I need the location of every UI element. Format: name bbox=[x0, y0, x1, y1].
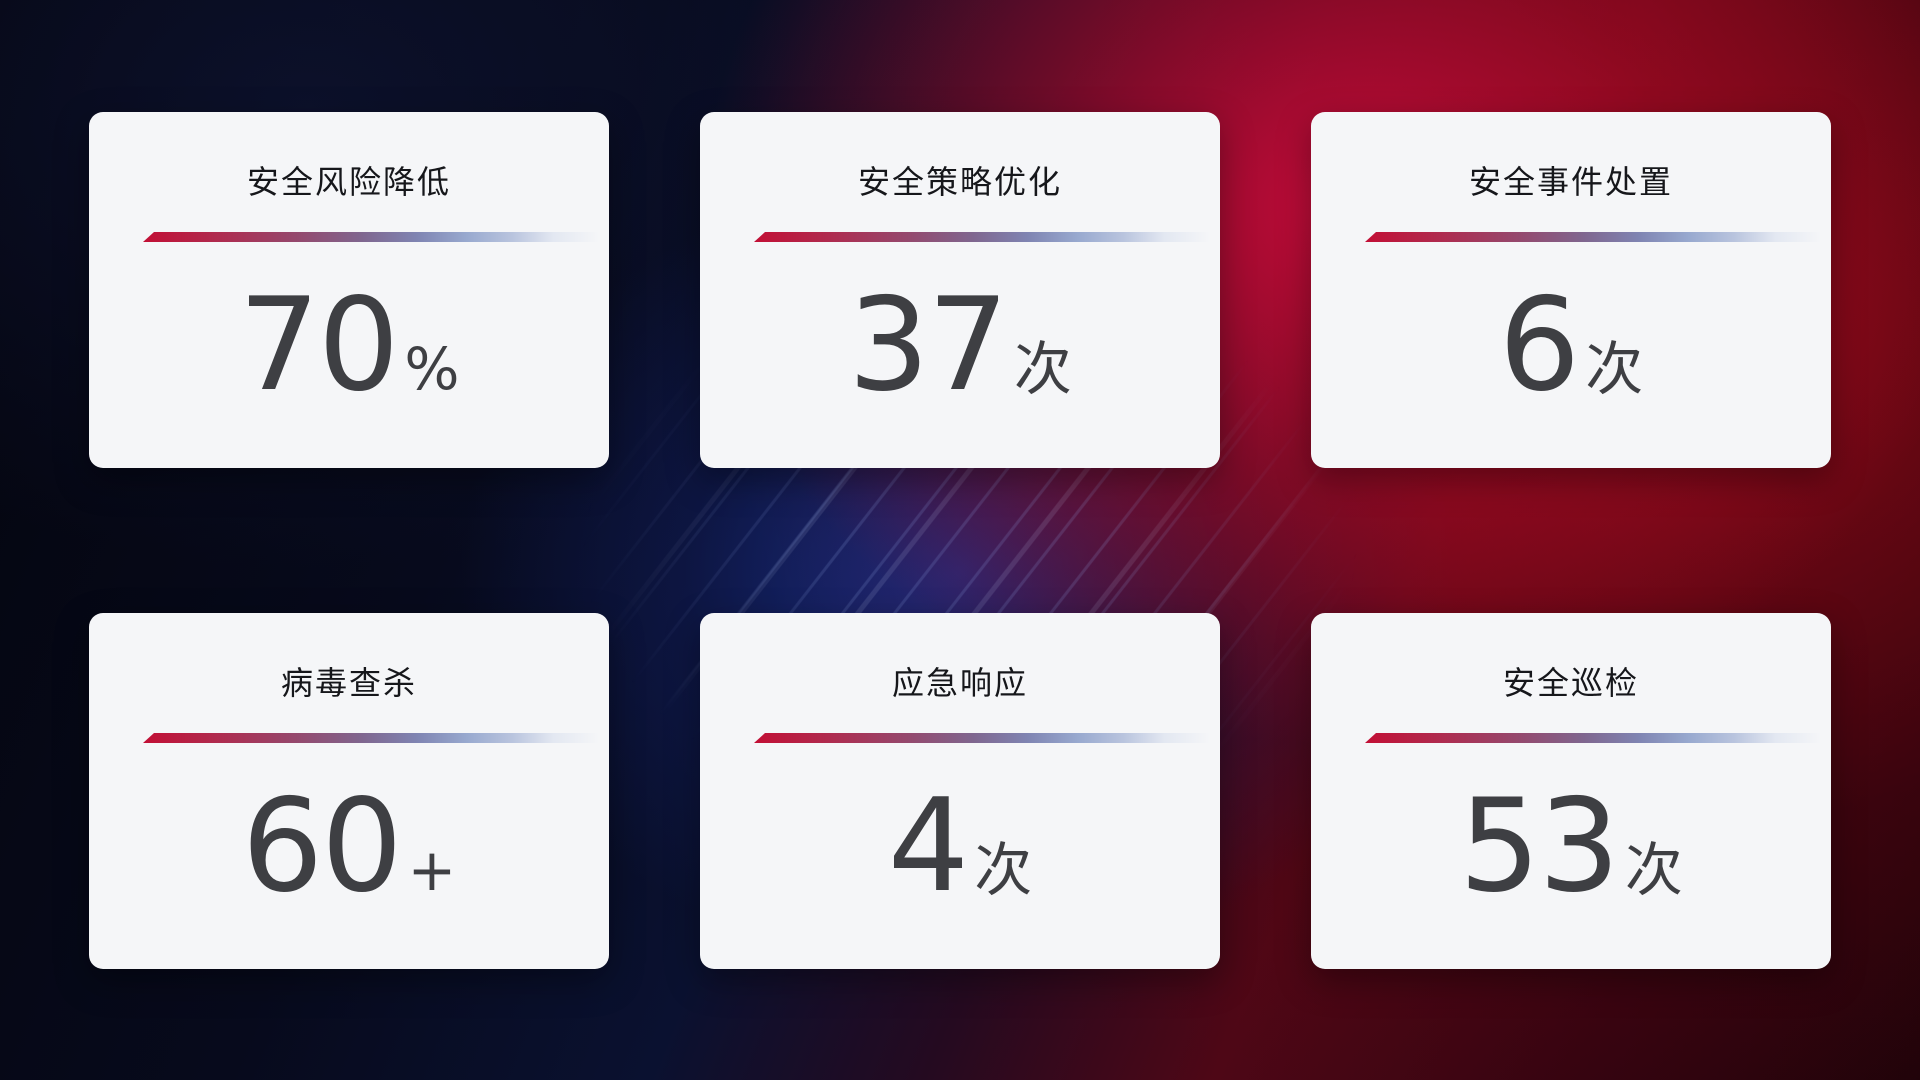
stat-card: 应急响应 4 次 bbox=[700, 613, 1220, 969]
stat-value-row: 70 % bbox=[89, 280, 609, 412]
stat-card: 安全事件处置 6 次 bbox=[1311, 112, 1831, 468]
card-title: 安全风险降低 bbox=[246, 164, 451, 200]
stat-value-row: 6 次 bbox=[1311, 280, 1831, 412]
stat-unit: % bbox=[404, 335, 460, 403]
stat-value-row: 53 次 bbox=[1311, 781, 1831, 913]
stat-card: 安全策略优化 37 次 bbox=[700, 112, 1220, 468]
card-title: 安全巡检 bbox=[1502, 665, 1639, 701]
stat-value: 6 bbox=[1498, 271, 1580, 420]
stat-unit: 次 bbox=[1585, 335, 1644, 403]
gradient-divider-line bbox=[754, 733, 1210, 743]
stat-unit: + bbox=[407, 836, 457, 904]
stat-value: 60 bbox=[241, 772, 403, 921]
card-title: 病毒查杀 bbox=[280, 665, 417, 701]
stat-card: 安全风险降低 70 % bbox=[89, 112, 609, 468]
stat-unit: 次 bbox=[1013, 335, 1072, 403]
card-title: 应急响应 bbox=[891, 665, 1028, 701]
stat-unit: 次 bbox=[1624, 836, 1683, 904]
gradient-divider-line bbox=[754, 232, 1210, 242]
stat-unit: 次 bbox=[974, 836, 1033, 904]
stats-grid: 安全风险降低 70 % 安全策略优化 37 次 安全事件处置 6 次 病毒查 bbox=[89, 112, 1831, 969]
stat-value: 4 bbox=[887, 772, 969, 921]
gradient-divider-line bbox=[1365, 733, 1821, 743]
stat-value-row: 37 次 bbox=[700, 280, 1220, 412]
card-title: 安全事件处置 bbox=[1468, 164, 1673, 200]
gradient-divider-line bbox=[143, 232, 599, 242]
stat-value: 70 bbox=[238, 271, 400, 420]
stat-card: 病毒查杀 60 + bbox=[89, 613, 609, 969]
stat-value-row: 4 次 bbox=[700, 781, 1220, 913]
card-title: 安全策略优化 bbox=[857, 164, 1062, 200]
gradient-divider-line bbox=[143, 733, 599, 743]
stat-value: 53 bbox=[1459, 772, 1620, 921]
stat-value-row: 60 + bbox=[89, 781, 609, 913]
gradient-divider-line bbox=[1365, 232, 1821, 242]
stat-value: 37 bbox=[848, 271, 1009, 420]
stat-card: 安全巡检 53 次 bbox=[1311, 613, 1831, 969]
